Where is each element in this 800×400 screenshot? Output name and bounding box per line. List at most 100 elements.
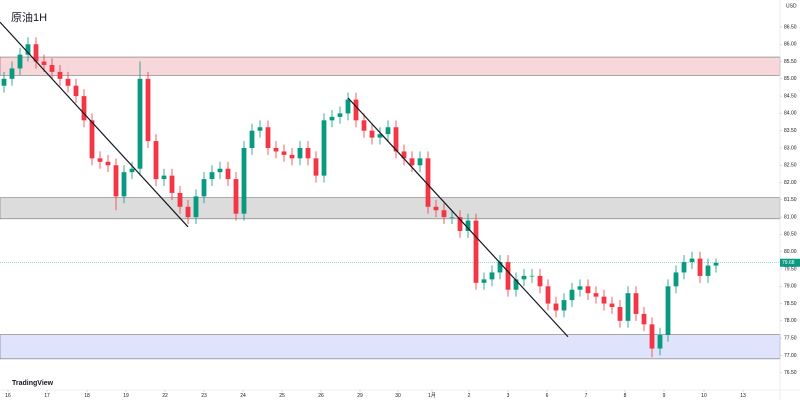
- candle-body: [649, 324, 655, 349]
- currency-label: USD: [786, 3, 797, 9]
- candle-body: [433, 206, 439, 211]
- candle-body: [681, 262, 687, 273]
- candle-body: [369, 130, 375, 138]
- candle-body: [9, 68, 15, 79]
- candle-body: [281, 151, 287, 155]
- x-tick-label: 1月: [428, 393, 436, 399]
- candle-body: [489, 272, 495, 280]
- candle-body: [113, 165, 119, 197]
- candle-body: [473, 220, 479, 283]
- candle-body: [81, 96, 87, 121]
- candle-body: [385, 127, 391, 135]
- candle-body: [409, 158, 415, 166]
- candle-body: [609, 303, 615, 308]
- candle-body: [497, 262, 503, 273]
- y-tick-label: 84.50: [784, 93, 797, 99]
- y-tick-label: 83.00: [784, 145, 797, 151]
- candle-body: [545, 286, 551, 304]
- candle-body: [313, 158, 319, 176]
- candle-body: [513, 279, 519, 290]
- last-price-box: [780, 258, 800, 267]
- x-tick-label: 8: [624, 393, 627, 399]
- x-tick-label: 10: [701, 393, 707, 399]
- candle-body: [89, 120, 95, 159]
- x-tick-label: 16: [5, 393, 11, 399]
- candle-body: [305, 147, 311, 159]
- candle-body: [273, 147, 279, 152]
- candle-body: [297, 147, 303, 159]
- candle-body: [689, 258, 695, 263]
- candle-body: [665, 286, 671, 335]
- y-tick-label: 81.00: [784, 214, 797, 220]
- y-tick-label: 82.50: [784, 163, 797, 169]
- candle-body: [289, 154, 295, 159]
- y-tick-label: 78.50: [784, 301, 797, 307]
- y-tick-label: 86.00: [784, 42, 797, 48]
- candle-body: [529, 275, 535, 277]
- candle-body: [337, 113, 343, 117]
- last-price-label: 79.68: [782, 260, 795, 266]
- candle-body: [257, 127, 263, 131]
- x-tick-label: 6: [546, 393, 549, 399]
- candle-body: [585, 286, 591, 294]
- candle-body: [17, 54, 23, 69]
- x-tick-label: 22: [162, 393, 168, 399]
- x-tick-label: 24: [240, 393, 246, 399]
- candle-body: [417, 158, 423, 166]
- x-tick-label: 17: [44, 393, 50, 399]
- zone: [0, 197, 781, 220]
- candle-body: [217, 168, 223, 173]
- y-tick-label: 85.50: [784, 59, 797, 65]
- x-tick-label: 30: [395, 393, 401, 399]
- candle-body: [377, 134, 383, 138]
- candle-body: [169, 175, 175, 193]
- candle-body: [465, 220, 471, 231]
- candle-body: [1, 78, 7, 86]
- candle-body: [25, 44, 31, 55]
- candle-body: [57, 71, 63, 79]
- y-tick-label: 86.50: [784, 24, 797, 30]
- candle-body: [161, 175, 167, 180]
- candle-body: [145, 78, 151, 142]
- x-tick-label: 25: [279, 393, 285, 399]
- y-tick-label: 85.00: [784, 76, 797, 82]
- x-tick-label: 18: [84, 393, 90, 399]
- candle-body: [505, 262, 511, 290]
- candle-body: [41, 61, 47, 65]
- candle-body: [249, 130, 255, 148]
- y-tick-label: 79.00: [784, 284, 797, 290]
- candle-body: [457, 217, 463, 231]
- candle-body: [233, 179, 239, 214]
- y-tick-label: 76.50: [784, 370, 797, 376]
- candle-body: [481, 279, 487, 283]
- trend-line: [0, 21, 189, 228]
- candle-body: [177, 192, 183, 207]
- candle-body: [393, 127, 399, 152]
- x-tick-label: 29: [357, 393, 363, 399]
- candle-body: [193, 196, 199, 218]
- candle-body: [153, 141, 159, 180]
- candle-body: [265, 127, 271, 148]
- x-tick-label: 7: [585, 393, 588, 399]
- candle-body: [329, 116, 335, 121]
- y-tick-label: 83.50: [784, 128, 797, 134]
- candle-body: [641, 313, 647, 325]
- y-tick-label: 80.50: [784, 232, 797, 238]
- watermark: TradingView: [12, 380, 54, 387]
- candle-body: [241, 147, 247, 214]
- x-tick-label: 2: [468, 393, 471, 399]
- y-tick-label: 80.00: [784, 249, 797, 255]
- candle-body: [577, 286, 583, 290]
- candle-body: [617, 307, 623, 321]
- trend-line: [347, 97, 569, 338]
- candle-body: [201, 179, 207, 197]
- candle-body: [657, 334, 663, 349]
- candle-body: [209, 172, 215, 180]
- candle-body: [697, 258, 703, 276]
- candle-body: [321, 120, 327, 176]
- candle-body: [105, 161, 111, 166]
- chart-title: 原油1H: [11, 10, 47, 24]
- plot-area: [0, 21, 781, 360]
- candle-body: [561, 300, 567, 311]
